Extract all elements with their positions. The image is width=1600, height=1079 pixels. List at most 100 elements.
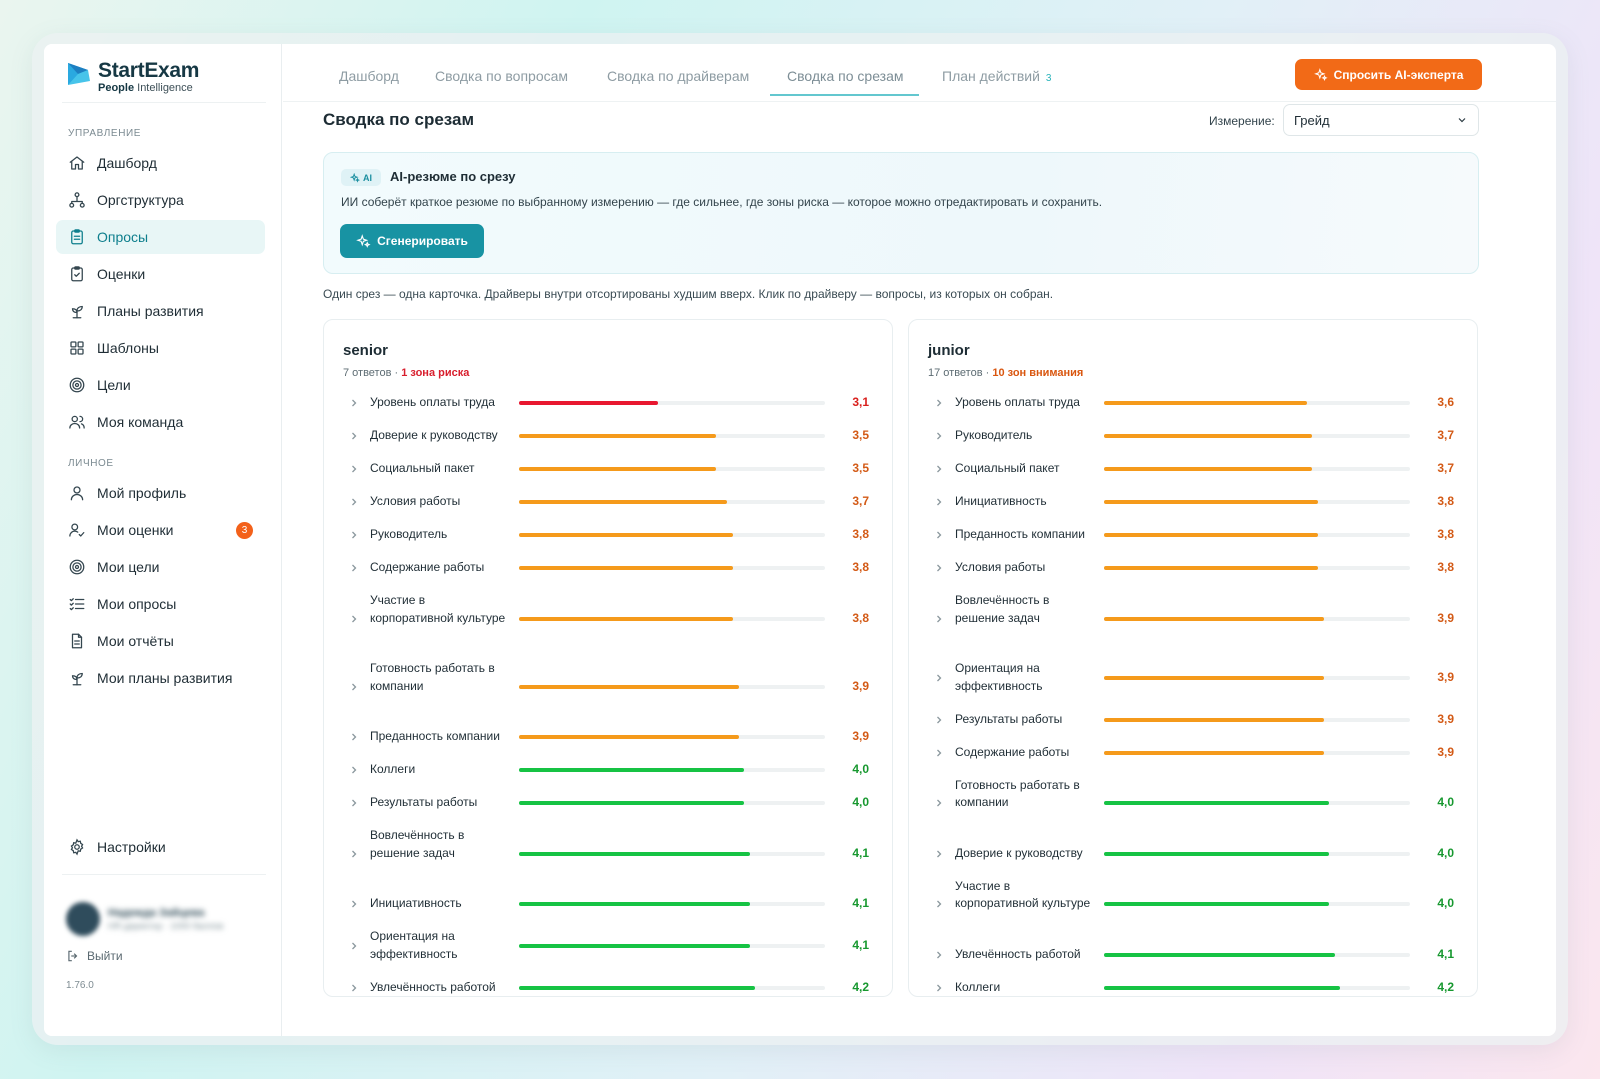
- tab-drivers-summary[interactable]: Сводка по драйверам: [607, 68, 750, 84]
- logout-icon: [68, 950, 78, 962]
- user-name: Надежда Зайцева: [108, 907, 205, 919]
- driver-row[interactable]: Социальный пакет 3,7: [909, 460, 1479, 478]
- driver-row[interactable]: Уровень оплаты труда 3,1: [324, 394, 894, 412]
- driver-label: Ориентация на эффективность: [370, 929, 458, 961]
- sidebar-item-personal-0[interactable]: Мой профиль: [56, 476, 265, 510]
- driver-label: Вовлечённость в решение задач: [370, 828, 465, 860]
- driver-row[interactable]: Социальный пакет 3,5: [324, 460, 894, 478]
- driver-score: 3,6: [1437, 395, 1454, 409]
- sprout-icon: [71, 305, 83, 319]
- driver-row[interactable]: Коллеги 4,2: [909, 979, 1479, 997]
- driver-row[interactable]: Доверие к руководству 4,0: [909, 845, 1479, 863]
- sidebar-item-manage-1[interactable]: Оргструктура: [56, 183, 265, 217]
- driver-score: 4,0: [852, 795, 869, 809]
- logo[interactable]: StartExam People Intelligence: [66, 60, 199, 94]
- tab-action-plan[interactable]: План действий 3: [942, 68, 1052, 84]
- logout-button[interactable]: Выйти: [66, 949, 123, 963]
- sidebar-item-manage-5[interactable]: Шаблоны: [56, 331, 265, 365]
- ai-chip: AI: [341, 169, 381, 186]
- org-structure-icon: [69, 192, 85, 208]
- driver-bar: [519, 985, 755, 990]
- chevron-right-icon: [937, 498, 942, 506]
- chevron-right-icon: [937, 984, 942, 991]
- driver-row[interactable]: Вовлечённость в решение задач 3,9: [909, 592, 1479, 645]
- driver-row[interactable]: Коллеги 4,0: [324, 761, 894, 779]
- driver-row[interactable]: Условия работы 3,7: [324, 493, 894, 511]
- tab-dashboard[interactable]: Дашборд: [339, 68, 399, 84]
- sidebar-item-manage-3[interactable]: Оценки: [56, 257, 265, 291]
- driver-label: Коллеги: [370, 762, 416, 776]
- driver-label: Готовность работать в компании: [370, 661, 495, 693]
- chevron-right-icon: [352, 984, 357, 991]
- sidebar-item-personal-3[interactable]: Мои опросы: [56, 587, 265, 621]
- dimension-select[interactable]: Грейд: [1283, 104, 1479, 136]
- clipboard-check-icon: [71, 266, 83, 282]
- chevron-right-icon: [352, 498, 357, 506]
- driver-row[interactable]: Преданность компании 3,8: [909, 526, 1479, 544]
- driver-row[interactable]: Ориентация на эффективность 4,1: [324, 928, 894, 964]
- driver-label: Социальный пакет: [370, 461, 475, 475]
- driver-label: Результаты работы: [955, 711, 1063, 726]
- chevron-right-icon: [937, 749, 942, 756]
- driver-label: Преданность компании: [370, 729, 500, 743]
- driver-label: Социальный пакет: [955, 461, 1060, 475]
- driver-row[interactable]: Готовность работать в компании 3,9: [324, 660, 894, 713]
- driver-row[interactable]: Готовность работать в компании 4,0: [909, 777, 1479, 830]
- sidebar-item-personal-2[interactable]: Мои цели: [56, 550, 265, 584]
- driver-row[interactable]: Результаты работы 3,9: [909, 711, 1479, 729]
- slice-subtitle: 7 ответов · 1 зона риска: [343, 367, 470, 379]
- driver-row[interactable]: Доверие к руководству 3,5: [324, 427, 894, 445]
- sidebar-item-manage-4[interactable]: Планы развития: [56, 294, 265, 328]
- driver-row[interactable]: Участие в корпоративной культуре 4,0: [909, 878, 1479, 931]
- chevron-right-icon: [937, 716, 942, 723]
- chevron-right-icon: [352, 465, 357, 473]
- driver-row[interactable]: Руководитель 3,8: [324, 526, 894, 544]
- driver-score: 3,8: [852, 527, 869, 541]
- sidebar-item-personal-1[interactable]: Мои оценки 3: [56, 513, 265, 547]
- list-check-icon: [69, 598, 85, 611]
- driver-row[interactable]: Содержание работы 3,8: [324, 559, 894, 577]
- driver-bar: [519, 735, 739, 739]
- driver-row[interactable]: Инициативность 3,8: [909, 493, 1479, 511]
- sidebar-item-personal-5[interactable]: Мои планы развития: [56, 661, 265, 695]
- sidebar-item-personal-4[interactable]: Мои отчёты: [56, 624, 265, 658]
- driver-row[interactable]: Содержание работы 3,9: [909, 744, 1479, 762]
- driver-row[interactable]: Инициативность 4,1: [324, 895, 894, 913]
- driver-label: Содержание работы: [955, 744, 1070, 759]
- sidebar-item-manage-2[interactable]: Опросы: [56, 220, 265, 254]
- sidebar-item-manage-7[interactable]: Моя команда: [56, 405, 265, 439]
- tab-slices-summary[interactable]: Сводка по срезам: [770, 68, 919, 96]
- driver-bar: [519, 801, 744, 805]
- slice-status: 1 зона риска: [401, 367, 470, 379]
- driver-row[interactable]: Участие в корпоративной культуре 3,8: [324, 592, 894, 645]
- chevron-right-icon: [352, 850, 357, 857]
- tab-questions-summary[interactable]: Сводка по вопросам: [435, 68, 569, 84]
- driver-row[interactable]: Результаты работы 4,0: [324, 794, 894, 812]
- driver-label: Условия работы: [370, 494, 461, 508]
- generate-button[interactable]: Сгенерировать: [340, 224, 484, 258]
- driver-row[interactable]: Условия работы 3,8: [909, 559, 1479, 577]
- slice-title: junior: [928, 342, 970, 359]
- driver-score: 3,1: [852, 395, 869, 409]
- dimension-value: Грейд: [1294, 112, 1330, 128]
- driver-row[interactable]: Увлечённость работой 4,1: [909, 946, 1479, 964]
- dimension-label: Измерение:: [1209, 114, 1275, 128]
- driver-row[interactable]: Преданность компании 3,9: [324, 728, 894, 746]
- driver-row[interactable]: Увлечённость работой 4,2: [324, 979, 894, 997]
- sidebar: StartExam People Intelligence УПРАВЛЕНИЕ…: [44, 44, 282, 1036]
- sidebar-item-label: Мои планы развития: [97, 670, 233, 686]
- driver-row[interactable]: Ориентация на эффективность 3,9: [909, 660, 1479, 696]
- sidebar-item-manage-0[interactable]: Дашборд: [56, 146, 265, 180]
- sidebar-item-settings[interactable]: Настройки: [56, 830, 265, 864]
- sidebar-item-manage-6[interactable]: Цели: [56, 368, 265, 402]
- driver-label: Преданность компании: [955, 527, 1085, 541]
- driver-row[interactable]: Вовлечённость в решение задач 4,1: [324, 827, 894, 880]
- ai-summary-description: ИИ соберёт краткое резюме по выбранному …: [341, 195, 1103, 209]
- driver-score: 4,0: [852, 762, 869, 776]
- driver-row[interactable]: Руководитель 3,7: [909, 427, 1479, 445]
- app-version: 1.76.0: [66, 980, 94, 991]
- chevron-right-icon: [937, 674, 942, 682]
- ask-ai-expert-button[interactable]: Спросить AI-эксперта: [1295, 59, 1482, 90]
- user-profile[interactable]: Надежда Зайцева HR-директор · 1000 балло…: [66, 899, 266, 939]
- driver-row[interactable]: Уровень оплаты труда 3,6: [909, 394, 1479, 412]
